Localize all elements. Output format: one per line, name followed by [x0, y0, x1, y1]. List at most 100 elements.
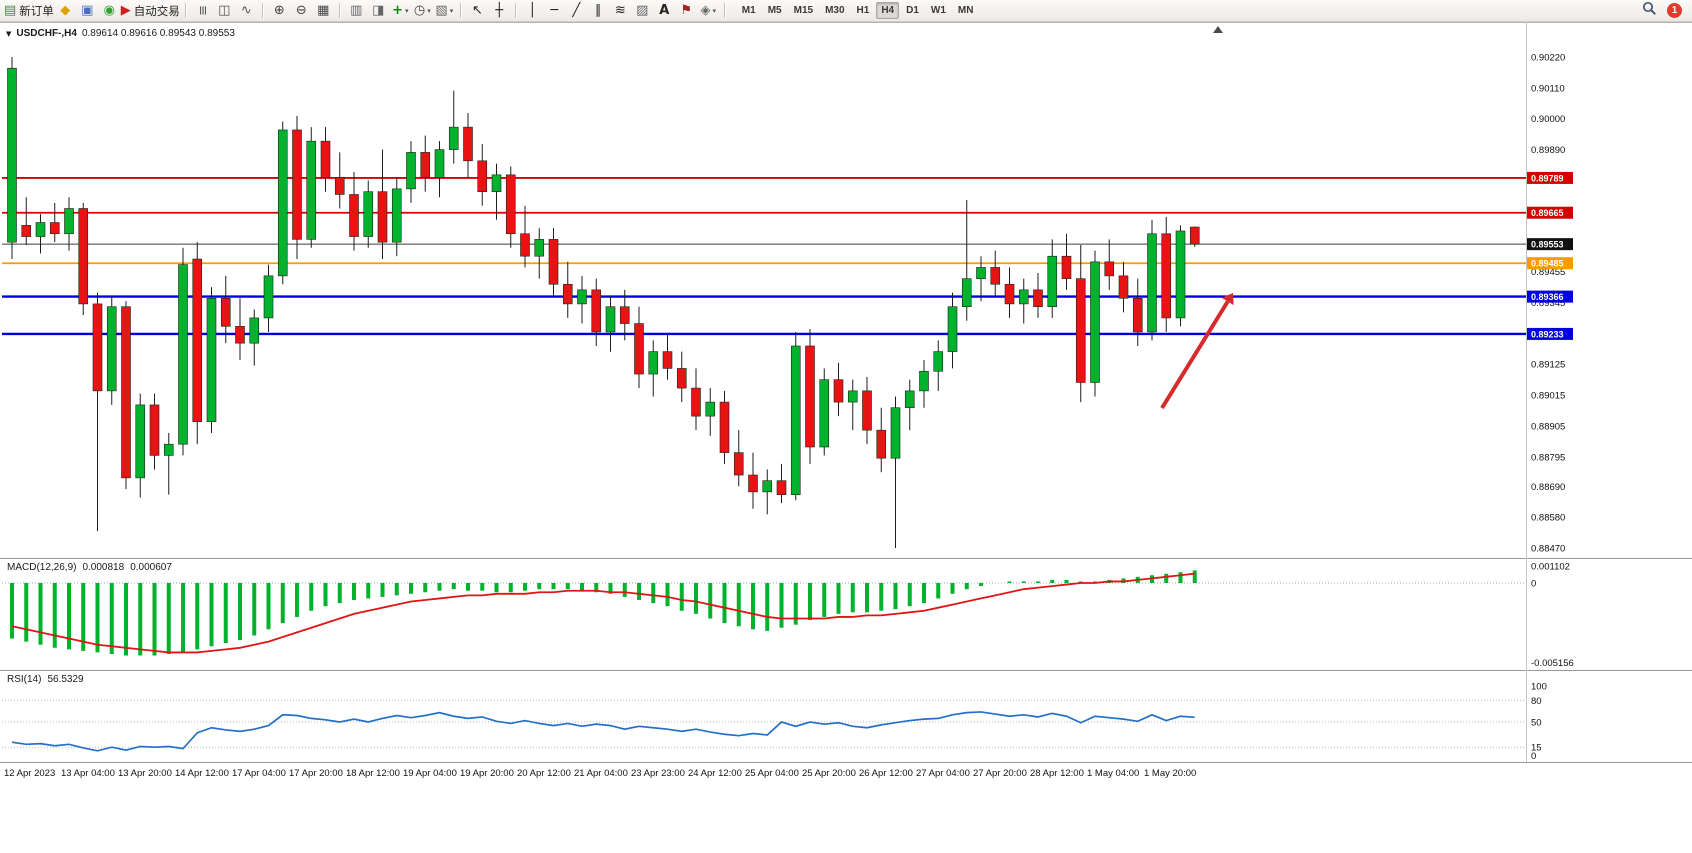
- new-order-button[interactable]: ▤ 新订单: [4, 1, 54, 20]
- timeframe-h1[interactable]: H1: [856, 5, 870, 16]
- macd-signal-value: 0.000607: [130, 562, 172, 573]
- timeframe-d1[interactable]: D1: [906, 5, 919, 16]
- line-chart-button[interactable]: ∿: [236, 1, 257, 20]
- alerts-icon[interactable]: ◆: [55, 1, 76, 20]
- rsi-name: RSI(14): [7, 674, 42, 685]
- templates-icon: ▧: [435, 3, 448, 18]
- notification-badge[interactable]: 1: [1667, 3, 1682, 18]
- fibonacci-tool[interactable]: ≋: [610, 1, 631, 20]
- toolbar-separator: [184, 3, 187, 18]
- toolbar: ▤ 新订单 ◆ ▣ ◉ ▶ 自动交易 ≡ ◫ ∿ ⊕ ⊖ ▦ ▥ ◨ + ▾ ◷ ▾ ▧ ▾ ↖ ┼ │ ─ ╱ ∥ ≋ ▨ A ⚑ ◈ ▾ M1…: [0, 0, 1692, 22]
- svg-text:20 Apr 12:00: 20 Apr 12:00: [517, 768, 571, 779]
- chevron-down-icon: ▾: [404, 6, 409, 15]
- horizontal-line-tool[interactable]: ─: [544, 1, 565, 20]
- svg-text:0.89789: 0.89789: [1531, 173, 1564, 183]
- svg-text:23 Apr 23:00: 23 Apr 23:00: [631, 768, 685, 779]
- svg-text:0.89665: 0.89665: [1531, 208, 1564, 218]
- arrows-tool[interactable]: ⚑: [676, 1, 697, 20]
- toolbar-separator: [723, 3, 726, 18]
- text-icon: A: [659, 3, 670, 18]
- objects-icon: ◈: [700, 3, 711, 18]
- zoom-in-button[interactable]: ⊕: [269, 1, 290, 20]
- alerts-icon-icon: ◆: [60, 3, 71, 18]
- timeframe-m30[interactable]: M30: [825, 5, 845, 16]
- data-window-button[interactable]: ◨: [368, 1, 389, 20]
- vertical-line-icon: │: [528, 3, 537, 18]
- timeframe-h4[interactable]: H4: [876, 2, 900, 19]
- svg-text:50: 50: [1531, 718, 1542, 729]
- channel-icon: ∥: [595, 3, 602, 18]
- channel-tool[interactable]: ∥: [588, 1, 609, 20]
- print-icon-icon: ▣: [81, 3, 94, 18]
- chart-area[interactable]: 0.90220 0.90110 0.90000 0.89890 0.89455 0.893…: [0, 22, 1692, 853]
- svg-text:24 Apr 12:00: 24 Apr 12:00: [688, 768, 742, 779]
- ohlc-readout: 0.89614 0.89616 0.89543 0.89553: [81, 28, 235, 39]
- rsi-line: [11, 711, 1195, 752]
- indicators-dropdown[interactable]: + ▾: [390, 1, 411, 20]
- crosshair-icon: ┼: [495, 3, 504, 18]
- macd-main-value: 0.000818: [82, 562, 125, 573]
- svg-text:17 Apr 20:00: 17 Apr 20:00: [289, 768, 343, 779]
- toolbar-separator: [459, 3, 462, 18]
- new-order-icon: ▤: [4, 3, 17, 18]
- shapes-tool[interactable]: ▨: [632, 1, 653, 20]
- svg-text:26 Apr 12:00: 26 Apr 12:00: [859, 768, 913, 779]
- timeframe-w1[interactable]: W1: [930, 5, 946, 16]
- svg-text:12 Apr 2023: 12 Apr 2023: [4, 768, 55, 779]
- arrow-annotation[interactable]: [1160, 293, 1234, 410]
- zoom-out-button[interactable]: ⊖: [291, 1, 312, 20]
- candlestick-chart-button[interactable]: ◫: [214, 1, 235, 20]
- text-tool[interactable]: A: [654, 1, 675, 20]
- periods-dropdown[interactable]: ◷ ▾: [412, 1, 433, 20]
- community-icon-icon: ◉: [103, 3, 115, 18]
- tile-windows-button[interactable]: ▦: [313, 1, 334, 20]
- search-icon[interactable]: [1642, 1, 1657, 21]
- svg-text:27 Apr 04:00: 27 Apr 04:00: [916, 768, 970, 779]
- svg-text:0.90000: 0.90000: [1531, 114, 1565, 125]
- timeframe-mn[interactable]: MN: [957, 5, 974, 16]
- svg-text:0: 0: [1531, 579, 1536, 590]
- tile-windows-icon: ▦: [317, 3, 330, 18]
- svg-text:0.89553: 0.89553: [1531, 240, 1564, 250]
- autotrading-button-label: 自动交易: [133, 5, 180, 18]
- svg-text:0.89345: 0.89345: [1531, 298, 1565, 309]
- toolbar-separator: [514, 3, 517, 18]
- trendline-tool[interactable]: ╱: [566, 1, 587, 20]
- cursor-button[interactable]: ↖: [467, 1, 488, 20]
- svg-text:0.89890: 0.89890: [1531, 145, 1565, 156]
- vertical-line-tool[interactable]: │: [522, 1, 543, 20]
- timeframe-m15[interactable]: M15: [793, 5, 814, 16]
- crosshair-button[interactable]: ┼: [489, 1, 510, 20]
- community-icon[interactable]: ◉: [99, 1, 120, 20]
- autotrading-button[interactable]: ▶ 自动交易: [121, 1, 180, 20]
- navigator-icon: ▥: [350, 3, 363, 18]
- svg-text:28 Apr 12:00: 28 Apr 12:00: [1030, 768, 1084, 779]
- price-axis[interactable]: 0.90220 0.90110 0.90000 0.89890 0.89455 0.893…: [1531, 53, 1565, 555]
- svg-text:0.88470: 0.88470: [1531, 543, 1565, 554]
- cursor-icon: ↖: [471, 3, 483, 18]
- horizontal-lines[interactable]: [2, 177, 1526, 336]
- chevron-down-icon: ▾: [449, 6, 454, 15]
- rsi-axis[interactable]: 100 80 50 150: [1531, 682, 1547, 763]
- chart-canvas[interactable]: 0.90220 0.90110 0.90000 0.89890 0.89455 0.893…: [0, 22, 1692, 853]
- symbol-dropdown-icon[interactable]: ▼: [6, 29, 12, 38]
- svg-text:0.89366: 0.89366: [1531, 292, 1564, 302]
- svg-text:0.88795: 0.88795: [1531, 452, 1565, 463]
- bar-chart-button[interactable]: ≡: [192, 1, 213, 20]
- indicators-icon: +: [392, 3, 403, 18]
- time-axis[interactable]: 12 Apr 2023 13 Apr 04:00 13 Apr 20:00 14 Ap…: [4, 768, 1196, 779]
- shapes-icon: ▨: [636, 3, 649, 18]
- toolbar-right: 1: [1642, 1, 1682, 21]
- navigator-button[interactable]: ▥: [346, 1, 367, 20]
- macd-indicator-label: MACD(12,26,9) 0.000818 0.000607: [7, 562, 172, 573]
- trendline-icon: ╱: [572, 3, 581, 18]
- objects-dropdown[interactable]: ◈ ▾: [698, 1, 719, 20]
- timeframe-m5[interactable]: M5: [767, 5, 782, 16]
- svg-text:0.89455: 0.89455: [1531, 267, 1565, 278]
- templates-dropdown[interactable]: ▧ ▾: [434, 1, 455, 20]
- macd-axis[interactable]: 0.001102 0 -0.005156: [1531, 561, 1574, 669]
- chart-shift-marker[interactable]: [1213, 26, 1223, 33]
- svg-text:0.001102: 0.001102: [1531, 561, 1570, 572]
- print-icon[interactable]: ▣: [77, 1, 98, 20]
- timeframe-m1[interactable]: M1: [741, 5, 756, 16]
